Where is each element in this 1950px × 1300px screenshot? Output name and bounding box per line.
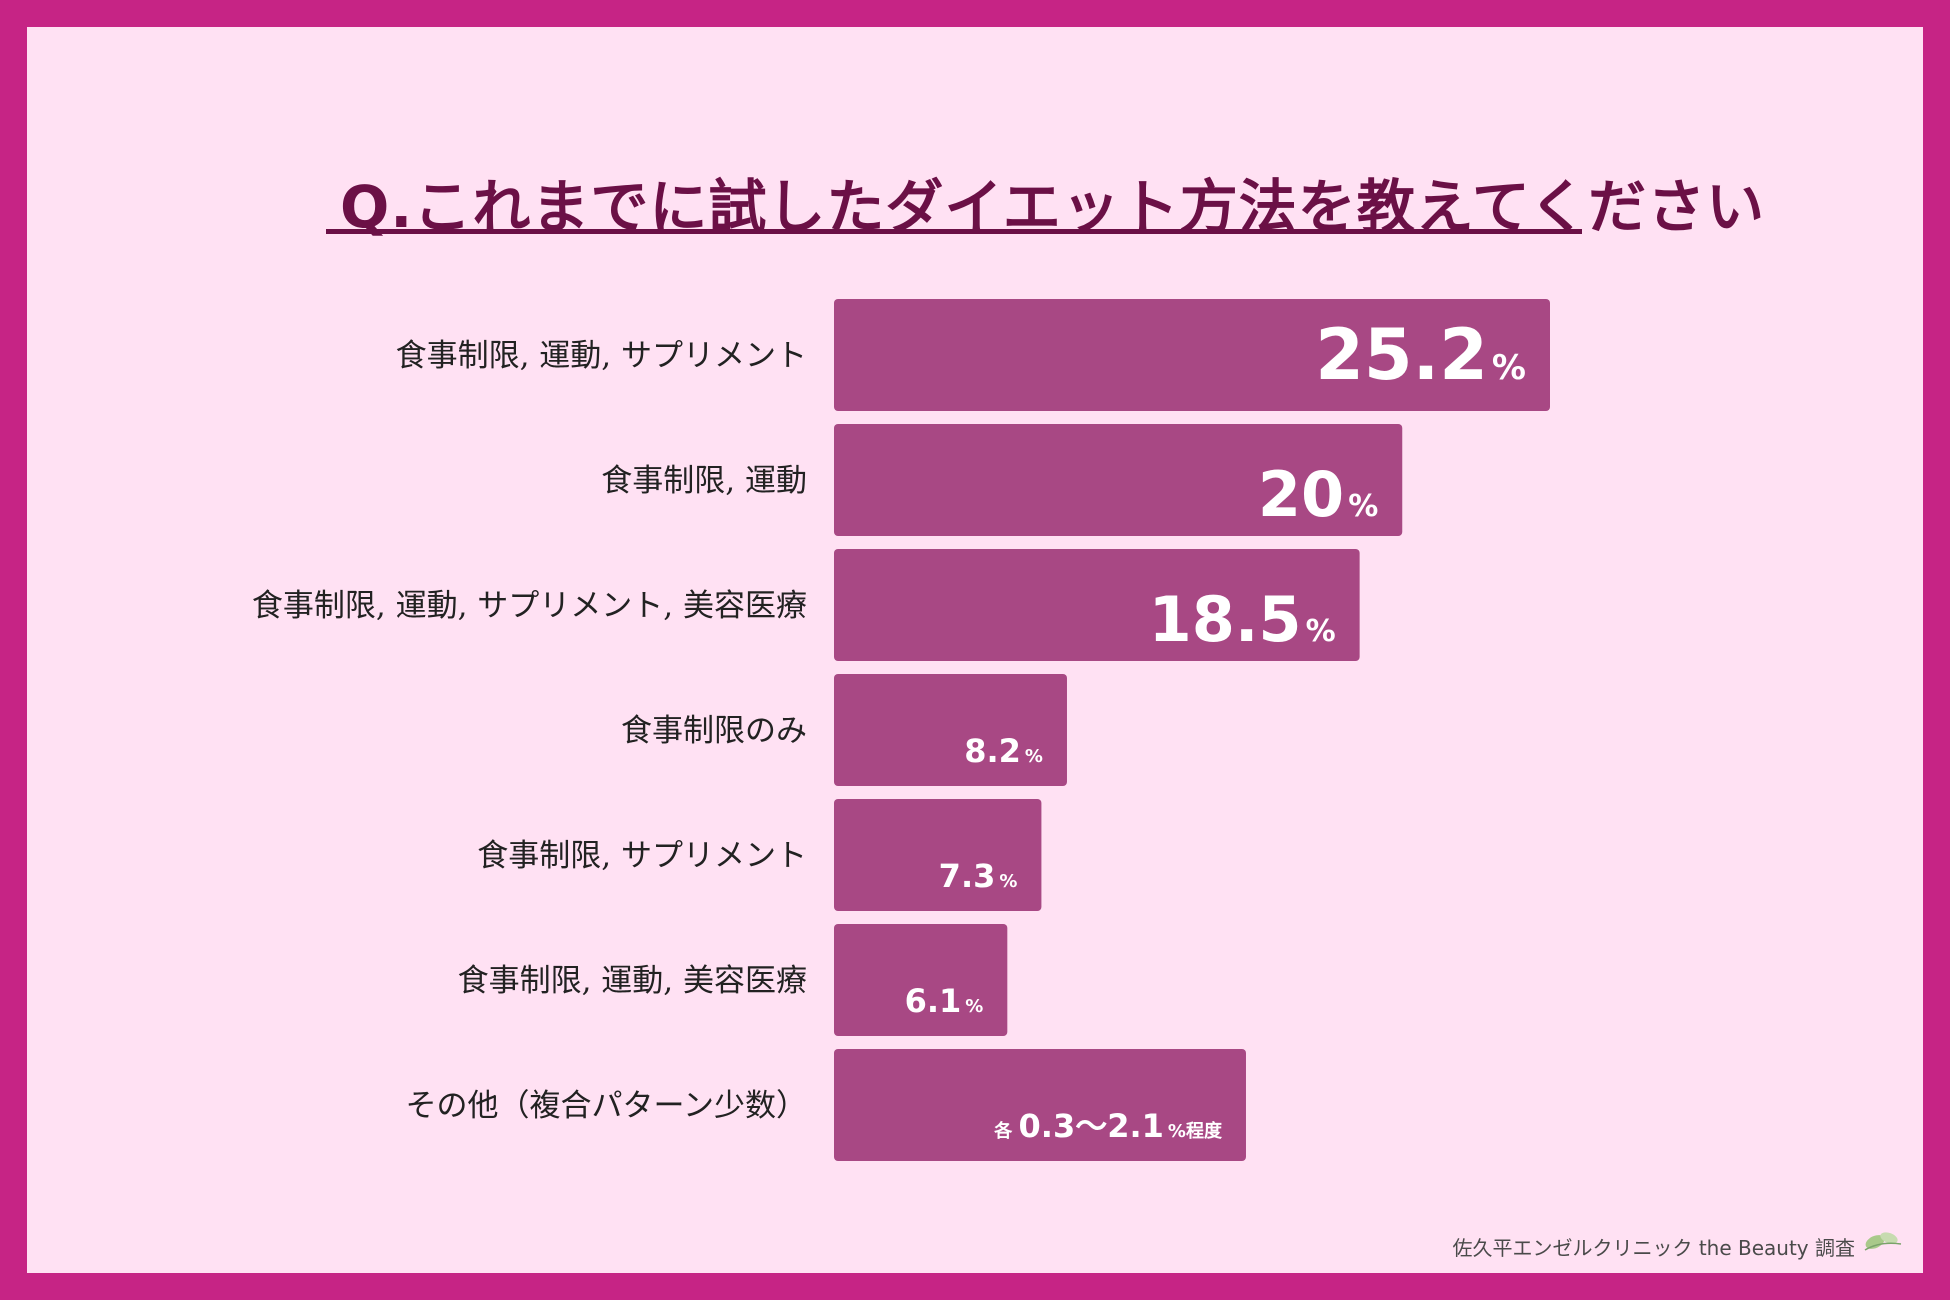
bar-group: 食事制限, サプリメント 7.3% [477,799,1042,911]
value-unit: % [1348,489,1378,524]
value-label: 25.2% [1315,314,1526,396]
value-number: 25.2 [1315,314,1488,396]
category-label: その他（複合パターン少数） [406,1088,807,1124]
bar [834,674,1067,786]
category-label: 食事制限のみ [621,713,807,749]
value-unit: % [999,871,1017,892]
bar-group: 食事制限, 運動, 美容医療 6.1% [458,924,1008,1036]
value-label: 7.3% [939,857,1018,895]
bar [834,424,1403,536]
bar-group: 食事制限, 運動, サプリメント, 美容医療 18.5% [252,549,1360,661]
value-number: 20 [1258,458,1344,531]
bar [834,549,1360,661]
value-prefix: 各 [993,1120,1018,1142]
value-number: 7.3 [939,857,996,895]
bar [834,299,1550,411]
bar [834,1049,1246,1161]
value-number: 8.2 [964,732,1021,770]
bar-group: その他（複合パターン少数） 各 0.3〜2.1 %程度 [406,1049,1246,1161]
value-unit: %程度 [1168,1120,1223,1142]
footer-credit: 佐久平エンゼルクリニック the Beauty 調査 [1452,1236,1855,1260]
bar-group: 食事制限, 運動, サプリメント 25.2% [396,299,1550,411]
bar-group: 食事制限のみ 8.2% [621,674,1067,786]
value-number: 6.1 [905,982,962,1020]
bar-group: 食事制限, 運動 20% [601,424,1403,536]
category-label: 食事制限, サプリメント [477,838,807,874]
value-unit: % [965,996,983,1017]
value-label: 20% [1258,458,1378,531]
leaf-icon [1864,1232,1902,1251]
bar [834,799,1042,911]
value-number: 18.5 [1149,583,1302,656]
value-unit: % [1025,746,1043,767]
title-underline [326,229,1582,234]
category-label: 食事制限, 運動, サプリメント, 美容医療 [252,588,807,624]
value-label: 8.2% [964,732,1043,770]
bar [834,924,1008,1036]
value-label: 18.5% [1149,583,1336,656]
category-label: 食事制限, 運動 [601,463,807,499]
category-label: 食事制限, 運動, 美容医療 [458,963,807,999]
value-number: 0.3〜2.1 [1019,1107,1164,1145]
value-label: 各 0.3〜2.1 %程度 [993,1107,1223,1145]
category-label: 食事制限, 運動, サプリメント [396,338,807,374]
value-unit: % [1306,614,1336,649]
value-unit: % [1492,348,1526,388]
value-label: 6.1% [905,982,984,1020]
